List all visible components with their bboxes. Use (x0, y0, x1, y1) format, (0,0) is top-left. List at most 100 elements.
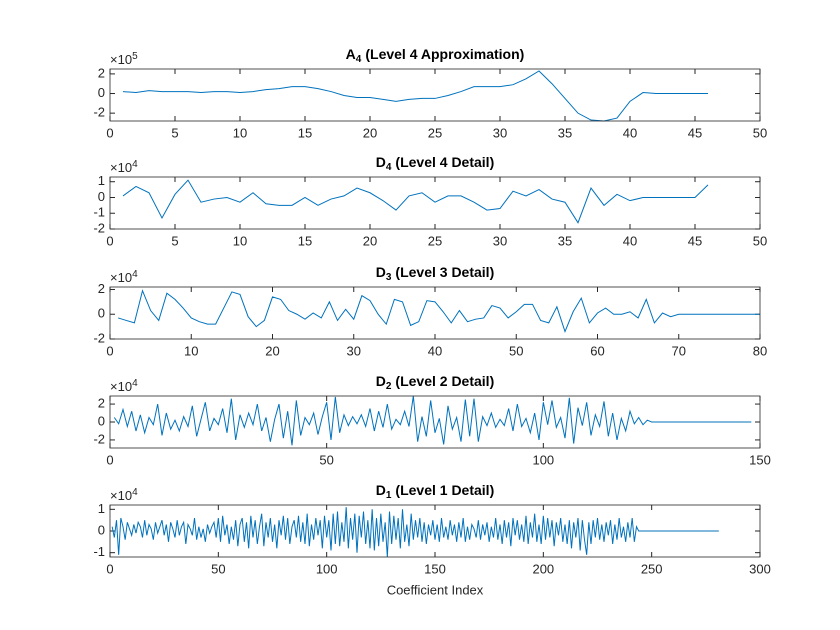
x-tick-label: 5 (171, 233, 178, 248)
exponent-power: 4 (132, 159, 138, 170)
x-tick-label: 20 (363, 233, 377, 248)
title-text: (Level 3 Detail) (395, 264, 494, 280)
subplot-title: D3 (Level 3 Detail) (376, 264, 495, 283)
x-axis-label: Coefficient Index (387, 582, 484, 597)
x-tick-label: 45 (688, 125, 702, 140)
y-tick-label: -2 (93, 105, 105, 120)
x-tick-label: 35 (558, 233, 572, 248)
axis-exponent: ×104 (110, 487, 138, 504)
x-tick-label: 300 (749, 561, 771, 576)
exponent-power: 4 (132, 378, 138, 389)
x-tick-label: 0 (106, 452, 113, 467)
x-tick-label: 0 (106, 125, 113, 140)
x-tick-label: 0 (106, 343, 113, 358)
x-tick-label: 80 (753, 343, 767, 358)
y-tick-label: -2 (93, 330, 105, 345)
x-tick-label: 15 (298, 125, 312, 140)
x-tick-label: 60 (590, 343, 604, 358)
x-tick-label: 0 (106, 233, 113, 248)
title-subscript: 4 (356, 54, 362, 65)
subplot-title: A4 (Level 4 Approximation) (346, 46, 525, 65)
exponent-base: ×10 (110, 270, 132, 285)
subplot-title: D1 (Level 1 Detail) (376, 482, 495, 501)
axes-box (109, 176, 761, 230)
data-line (113, 395, 752, 446)
x-tick-label: 5 (171, 125, 178, 140)
y-tick-label: 0 (98, 413, 105, 428)
y-tick-label: 2 (98, 65, 105, 80)
y-tick-label: 1 (98, 501, 105, 516)
title-subscript: 1 (386, 490, 392, 501)
y-tick-label: -1 (93, 544, 105, 559)
title-text: (Level 1 Detail) (395, 482, 494, 498)
axes-background (110, 177, 760, 229)
subplot-title: D4 (Level 4 Detail) (376, 154, 495, 173)
y-tick-label: 0 (98, 522, 105, 537)
x-tick-label: 25 (428, 125, 442, 140)
x-tick-label: 50 (753, 233, 767, 248)
title-letter: D (376, 264, 386, 280)
exponent-power: 4 (132, 269, 138, 280)
axis-exponent: ×105 (110, 51, 138, 68)
x-tick-label: 50 (211, 561, 225, 576)
data-line (122, 179, 709, 224)
y-tick-label: -1 (93, 205, 105, 220)
x-tick-label: 30 (493, 233, 507, 248)
exponent-base: ×10 (110, 160, 132, 175)
x-tick-label: 150 (424, 561, 446, 576)
x-tick-label: 40 (623, 233, 637, 248)
x-tick-label: 10 (233, 125, 247, 140)
axes-background (110, 69, 760, 121)
title-letter: D (376, 373, 386, 389)
x-tick-label: 50 (753, 125, 767, 140)
x-tick-label: 15 (298, 233, 312, 248)
axis-exponent: ×104 (110, 269, 138, 286)
x-tick-label: 20 (363, 125, 377, 140)
exponent-base: ×10 (110, 488, 132, 503)
title-subscript: 4 (386, 162, 392, 173)
x-tick-label: 45 (688, 233, 702, 248)
x-tick-label: 100 (532, 452, 554, 467)
axis-exponent: ×104 (110, 159, 138, 176)
axis-exponent: ×104 (110, 378, 138, 395)
exponent-base: ×10 (110, 52, 132, 67)
title-letter: A (346, 46, 356, 62)
data-line (111, 507, 719, 558)
x-tick-label: 50 (319, 452, 333, 467)
axes-box (109, 504, 761, 558)
axes-background (110, 287, 760, 339)
x-tick-label: 50 (509, 343, 523, 358)
y-tick-label: 1 (98, 173, 105, 188)
exponent-power: 4 (132, 487, 138, 498)
x-tick-label: 100 (316, 561, 338, 576)
x-tick-label: 35 (558, 125, 572, 140)
title-text: (Level 4 Approximation) (365, 46, 524, 62)
y-tick-label: 2 (98, 396, 105, 411)
x-tick-label: 30 (493, 125, 507, 140)
x-tick-label: 250 (641, 561, 663, 576)
x-tick-label: 25 (428, 233, 442, 248)
x-tick-label: 20 (265, 343, 279, 358)
x-tick-label: 0 (106, 561, 113, 576)
title-subscript: 3 (386, 272, 392, 283)
y-tick-label: -2 (93, 220, 105, 235)
data-line (117, 289, 760, 334)
title-letter: D (376, 154, 386, 170)
exponent-base: ×10 (110, 379, 132, 394)
subplot-title: D2 (Level 2 Detail) (376, 373, 495, 392)
x-tick-label: 10 (233, 233, 247, 248)
axes-box (109, 68, 761, 122)
axes-box (109, 395, 761, 449)
x-tick-label: 40 (623, 125, 637, 140)
title-text: (Level 4 Detail) (395, 154, 494, 170)
y-tick-label: 0 (98, 189, 105, 204)
x-tick-label: 150 (749, 452, 771, 467)
x-tick-label: 30 (347, 343, 361, 358)
subplot: D1 (Level 1 Detail) ×104 0 50 100 150 200 250 300… (93, 482, 770, 598)
x-tick-label: 200 (532, 561, 554, 576)
